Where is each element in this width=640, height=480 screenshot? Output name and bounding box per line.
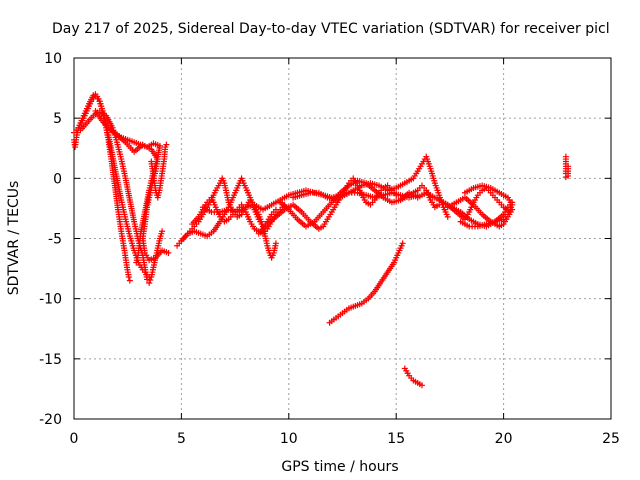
data-point [418,382,425,389]
data-series [436,184,511,223]
y-tick-label: -5 [48,232,62,248]
y-tick-label: -20 [39,412,62,428]
data-points [71,91,572,389]
data-point [565,163,572,170]
data-series [562,153,572,181]
data-series [326,240,406,326]
data-point [461,189,468,196]
data-point [125,274,132,281]
y-axis-label: SDTVAR / TECUs [6,181,22,296]
y-tick-label: -15 [39,352,62,368]
x-tick-label: 0 [70,431,79,447]
data-point [399,240,406,247]
x-tick-label: 25 [602,431,620,447]
data-series [401,365,425,389]
y-tick-label: 10 [44,51,62,67]
data-point [444,213,451,220]
data-series [105,124,172,264]
data-point [147,277,154,284]
x-tick-label: 15 [387,431,405,447]
data-point [146,280,153,287]
x-axis-label: GPS time / hours [281,459,398,475]
data-point [126,277,133,284]
data-series [457,182,516,230]
x-tick-label: 20 [495,431,513,447]
data-series [148,141,170,201]
y-tick-label: -10 [39,292,62,308]
data-point [159,228,166,235]
chart-title: Day 217 of 2025, Sidereal Day-to-day VTE… [52,21,610,37]
grid [74,58,611,419]
data-point [165,249,172,256]
data-point [144,276,151,283]
y-tick-label: 0 [53,171,62,187]
data-point [133,259,140,266]
x-tick-label: 10 [280,431,298,447]
axis-ticks: 0 5 10 15 20 25 -20 -15 -10 -5 0 5 10 [39,51,620,447]
y-tick-label: 5 [53,111,62,127]
data-point [272,240,279,247]
x-tick-label: 5 [177,431,186,447]
data-point [163,141,170,148]
data-series [444,194,516,230]
data-point [393,192,400,199]
data-series [290,153,451,220]
